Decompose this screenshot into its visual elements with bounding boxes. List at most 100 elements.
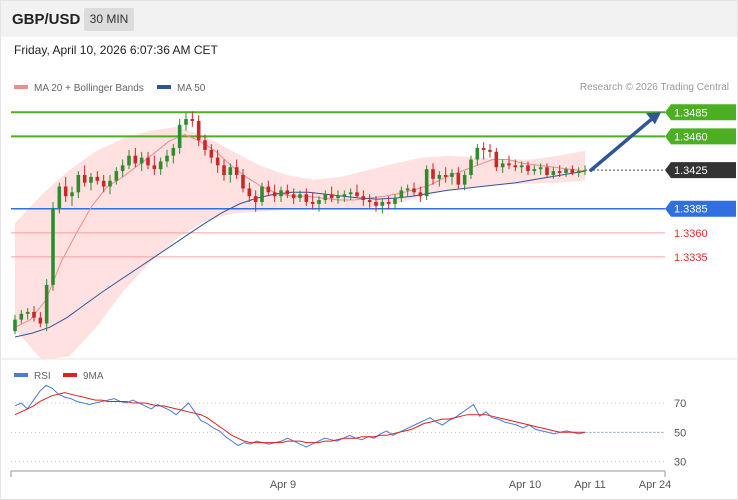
rsi-line [14,384,586,448]
symbol-label: GBP/USD [12,11,81,28]
chart-datetime: Friday, April 10, 2026 6:07:36 AM CET [14,43,218,57]
candle [310,201,315,204]
candle [82,174,87,183]
candle [222,165,226,175]
candle [298,194,302,199]
candle [13,319,17,332]
candle [165,155,169,162]
rsi-tick-label: 50 [674,427,686,439]
candle [374,201,378,206]
level-label-support: 1.3360 [674,228,708,240]
candle [89,176,93,183]
candle [393,198,397,204]
candle [253,196,258,202]
level-label-resistance: 1.3485 [674,107,708,119]
candle [323,194,328,201]
candle [557,171,562,174]
candle [57,186,62,209]
chart-header: GBP/USD 30 MIN [1,1,737,37]
candle [551,171,556,175]
level-label-resistance: 1.3460 [674,131,708,143]
candle [513,165,518,168]
candle [456,173,461,185]
rsi-legend-swatch [14,373,28,377]
candle [532,169,537,172]
candle [317,200,321,204]
candle [469,159,473,175]
level-label-support: 1.3335 [674,252,708,264]
rsi-legend-swatch [63,373,77,377]
candle [285,190,290,195]
candle [234,167,239,175]
candle [279,190,283,197]
rsi-tick-label: 70 [674,398,686,410]
candle [260,186,264,202]
candle [51,208,55,285]
candle [203,140,207,150]
level-tag-last [665,162,736,179]
candle [101,180,106,187]
candle [342,194,347,197]
rsi-legend-label: 9MA [83,371,104,382]
candle [355,192,359,197]
candle [209,149,214,158]
candle [70,192,74,197]
candle [120,165,125,172]
candle [545,167,549,175]
candle [139,157,144,164]
candle [431,169,435,179]
candle [291,194,296,199]
x-tick-label: Apr 10 [509,479,541,491]
legend-swatch [157,85,171,89]
candle [443,174,448,177]
candle [386,201,391,204]
candle [519,165,524,168]
candle [488,149,492,152]
candle [380,201,385,206]
candle [196,120,201,141]
candle [336,196,340,199]
candle [494,151,499,168]
candle [576,171,581,174]
credit-label: Research © 2026 Trading Central [580,82,729,93]
timeframe-button[interactable]: 30 MIN [84,8,134,31]
projection-arrowhead [646,112,661,125]
candle [367,200,372,202]
candle [152,165,157,170]
level-label-pivot: 1.3385 [674,204,708,216]
candle [19,313,24,320]
candle [437,174,442,179]
candle [171,147,176,156]
candle [418,192,423,197]
candle [500,163,505,168]
candle [241,174,245,189]
candle [38,317,43,324]
candle [481,147,486,150]
candle [361,196,366,201]
candle [583,170,587,172]
candle [190,119,195,121]
candle [405,188,410,191]
candle [32,311,36,318]
candle [266,186,271,193]
candle [215,157,220,166]
rsi-legend-label: RSI [34,371,51,382]
rsi-ma9-line [14,392,585,444]
candle [25,311,30,314]
candle [475,147,480,160]
projection-arrow [589,114,657,172]
candle [76,174,81,193]
candle [462,174,467,185]
candle [95,176,100,181]
legend-label: MA 50 [177,83,206,94]
candle [127,155,131,166]
candle [184,119,188,125]
rsi-tick-label: 30 [674,457,686,469]
candle [450,173,454,177]
level-label-last: 1.3425 [674,165,708,177]
candle [146,157,150,166]
candle [272,192,277,197]
candle [538,167,543,170]
